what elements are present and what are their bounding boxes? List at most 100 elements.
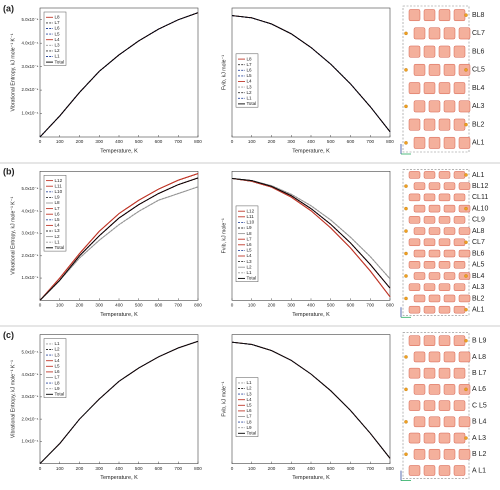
atom-block: [438, 9, 451, 22]
atom-block: [453, 118, 466, 131]
atom-block: [438, 305, 451, 314]
atom-block: [443, 100, 456, 113]
x-tick-label: 400: [307, 139, 315, 144]
atom: [404, 420, 408, 424]
atom-block: [438, 261, 451, 269]
atom-block: [453, 305, 466, 314]
atom-block: [458, 100, 471, 113]
data-line: [231, 178, 391, 297]
atom-block: [458, 351, 471, 363]
atom-block: [408, 367, 421, 379]
legend-label: L1: [55, 341, 61, 346]
x-tick-label: 500: [135, 466, 143, 471]
y-axis-label: Vibrational Entropy, kJ mole⁻¹ K⁻¹: [10, 360, 16, 438]
x-tick-label: 500: [327, 303, 335, 308]
layer-label: BL2: [472, 121, 485, 128]
atom-block: [438, 45, 451, 58]
atom-block: [443, 63, 456, 76]
y-tick-label: 3.0x10⁻⁴: [21, 231, 38, 236]
atom: [404, 104, 408, 109]
data-line: [39, 186, 199, 301]
y-tick-label: 3.0x10⁻⁴: [21, 64, 38, 69]
legend-label: L3: [247, 259, 253, 264]
atom-block: [413, 227, 426, 235]
legend-label: L7: [55, 206, 61, 211]
layer-label: AL1: [472, 307, 485, 314]
legend-label: L9: [55, 386, 61, 391]
layer-label: AL1: [472, 172, 485, 179]
atom-block: [423, 193, 436, 202]
atom-block: [428, 416, 441, 428]
atom-block: [423, 305, 436, 314]
atom: [404, 206, 408, 211]
legend-label: L8: [55, 200, 61, 205]
atom-block: [423, 367, 436, 379]
atom: [404, 251, 408, 256]
x-tick-label: 200: [268, 303, 276, 308]
legend-label: L8: [247, 231, 253, 236]
atom-block: [453, 238, 466, 247]
atom: [404, 274, 408, 278]
legend-label: L8: [247, 56, 253, 61]
x-tick-label: 100: [248, 466, 256, 471]
x-tick-label: 200: [76, 466, 84, 471]
x-tick-label: 500: [135, 139, 143, 144]
atom-block: [438, 118, 451, 131]
atom-block: [408, 465, 421, 476]
atom-block: [458, 448, 471, 460]
x-tick-label: 700: [366, 466, 374, 471]
atom-block: [458, 227, 471, 235]
atom-block: [408, 45, 421, 58]
x-tick-label: 400: [115, 303, 123, 308]
legend-label: L2: [55, 234, 61, 239]
atom: [464, 338, 468, 343]
legend-label: L2: [55, 48, 61, 53]
x-tick-label: 100: [248, 303, 256, 308]
atom-block: [443, 136, 456, 149]
x-tick-label: 500: [327, 139, 335, 144]
atom: [464, 13, 468, 17]
layer-label: B L2: [472, 451, 487, 458]
x-tick-label: 400: [307, 303, 315, 308]
atom: [404, 68, 408, 72]
legend-label: L2: [247, 264, 253, 269]
atom: [464, 173, 468, 177]
atom-block: [438, 238, 451, 247]
x-tick-label: 200: [76, 303, 84, 308]
atom: [404, 184, 408, 188]
x-axis-label: Temperature, K: [100, 312, 138, 318]
x-tick-label: 600: [347, 139, 355, 144]
legend-label: L1: [247, 380, 253, 385]
layer-label: CL7: [472, 30, 485, 37]
atom: [404, 387, 408, 392]
x-tick-label: 700: [174, 466, 182, 471]
legend-label: L2: [55, 347, 61, 352]
x-axis-label: Temperature, K: [292, 148, 330, 154]
legend-box: [43, 11, 67, 66]
x-tick-label: 400: [307, 466, 315, 471]
y-tick-label: 1.0x10⁻⁴: [21, 438, 38, 443]
atom-block: [423, 261, 436, 269]
x-tick-label: 700: [174, 139, 182, 144]
atom-block: [438, 367, 451, 379]
legend-label: Total: [55, 392, 65, 397]
x-axis-label: Temperature, K: [292, 312, 330, 318]
atom-block: [443, 204, 456, 213]
x-tick-label: 700: [174, 303, 182, 308]
x-tick-label: 0: [39, 466, 42, 471]
atom-block: [453, 193, 466, 202]
atom-block: [408, 305, 421, 314]
legend-label: L6: [247, 408, 253, 413]
atom-block: [408, 238, 421, 247]
atom-block: [453, 465, 466, 476]
atom-block: [413, 351, 426, 363]
legend-label: L5: [247, 248, 253, 253]
legend-label: L6: [247, 242, 253, 247]
legend-label: L7: [55, 20, 61, 25]
legend-label: L3: [55, 352, 61, 357]
structure-box: [402, 5, 470, 153]
atom-block: [458, 416, 471, 428]
atom-block: [423, 45, 436, 58]
atom-block: [408, 432, 421, 444]
